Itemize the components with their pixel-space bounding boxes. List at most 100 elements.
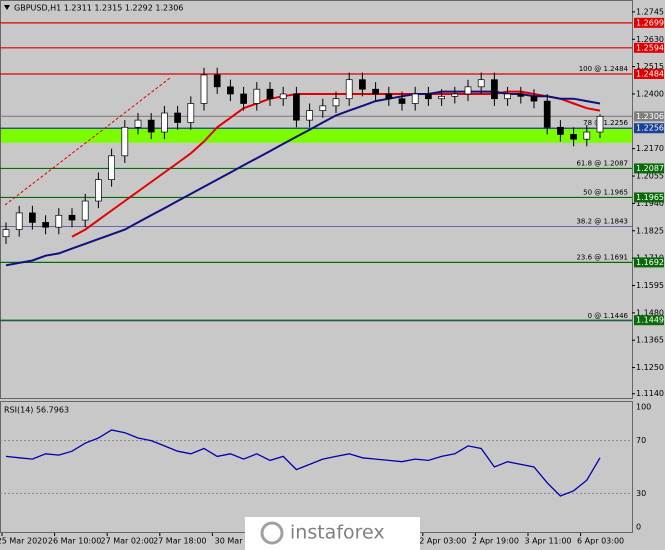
x-tick-label: 6 Apr 03:00 bbox=[577, 537, 624, 546]
price-label: 1.1692 bbox=[636, 258, 664, 267]
watermark-logo bbox=[260, 521, 284, 545]
price-box bbox=[634, 68, 664, 79]
candle-body bbox=[227, 86, 234, 95]
candle-body bbox=[570, 134, 577, 140]
candle-body bbox=[543, 100, 551, 128]
price-label: 1.2699 bbox=[636, 18, 664, 27]
candle-body bbox=[319, 105, 327, 111]
candle-body bbox=[187, 103, 195, 123]
y-tick-label: 1.2055 bbox=[636, 172, 664, 181]
rsi-tick-label: 0 bbox=[636, 523, 641, 532]
fib-label: 61.8 @ 1.2087 bbox=[576, 159, 628, 167]
price-box bbox=[634, 123, 664, 134]
fib-label: 50 @ 1.1965 bbox=[583, 188, 628, 196]
candle-body bbox=[279, 93, 287, 100]
candle-body bbox=[213, 74, 221, 88]
candle-body bbox=[359, 79, 366, 90]
rsi-title: RSI(14) 56.7963 bbox=[4, 406, 69, 415]
price-panel bbox=[0, 0, 633, 399]
candle-body bbox=[306, 110, 313, 121]
candle-body bbox=[530, 95, 538, 102]
candle-body bbox=[464, 86, 472, 95]
candle-body bbox=[55, 214, 63, 228]
x-tick-label: 27 Mar 02:00 bbox=[100, 537, 153, 546]
x-tick-label: 3 Apr 11:00 bbox=[524, 537, 571, 546]
x-tick-label: 27 Mar 18:00 bbox=[153, 537, 206, 546]
candle-body bbox=[398, 98, 406, 104]
x-tick-label: 25 Mar 2020 bbox=[0, 537, 47, 546]
y-tick-label: 1.1825 bbox=[636, 226, 664, 235]
fib-label: 38.2 @ 1.1843 bbox=[576, 217, 628, 225]
candle-body bbox=[121, 126, 129, 157]
x-tick-label: 2 Apr 19:00 bbox=[472, 537, 519, 546]
x-tick-label: 30 Mar 1 bbox=[215, 537, 250, 546]
candle-body bbox=[29, 212, 36, 223]
candle-body bbox=[477, 79, 485, 88]
title-arrow bbox=[4, 5, 10, 10]
candle-body bbox=[81, 200, 89, 221]
candle-body bbox=[411, 93, 419, 104]
support-zone bbox=[1, 128, 632, 143]
candle-body bbox=[68, 214, 76, 221]
y-tick-label: 1.1940 bbox=[636, 199, 664, 208]
candle-body bbox=[95, 179, 102, 202]
rsi-tick-label: 100 bbox=[636, 403, 651, 412]
moving-average bbox=[5, 90, 601, 267]
price-label: 1.1965 bbox=[636, 193, 664, 202]
candle-body bbox=[372, 88, 379, 95]
rsi-tick-label: 70 bbox=[636, 436, 646, 445]
y-tick-label: 1.2515 bbox=[636, 62, 664, 71]
y-tick-label: 1.1250 bbox=[636, 363, 664, 372]
candle-body bbox=[266, 88, 274, 100]
price-box bbox=[634, 257, 664, 268]
price-box bbox=[634, 315, 664, 326]
candle-body bbox=[385, 93, 393, 100]
candle-body bbox=[108, 155, 115, 180]
y-tick-label: 1.1365 bbox=[636, 336, 664, 345]
candle-body bbox=[134, 119, 142, 128]
candle-body bbox=[161, 112, 168, 133]
y-tick-label: 1.2630 bbox=[636, 35, 664, 44]
y-tick-label: 1.2745 bbox=[636, 7, 664, 16]
fib-label: 0 @ 1.1446 bbox=[588, 312, 629, 320]
candle-body bbox=[517, 93, 525, 97]
candle-body bbox=[2, 229, 10, 238]
candle-body bbox=[200, 74, 208, 104]
price-box bbox=[634, 17, 664, 28]
watermark-text: instaforex bbox=[290, 522, 385, 544]
candle-body bbox=[345, 79, 353, 100]
price-box bbox=[634, 192, 664, 203]
price-box bbox=[634, 111, 664, 122]
x-tick-label: 26 Mar 10:00 bbox=[48, 537, 101, 546]
y-tick-label: 1.2170 bbox=[636, 144, 664, 153]
fib-label: 78 @ 1.2256 bbox=[583, 119, 628, 127]
chart-title: GBPUSD,H1 1.2311 1.2315 1.2292 1.2306 bbox=[14, 4, 183, 13]
y-tick-label: 1.1480 bbox=[636, 308, 664, 317]
fib-label: 100 @ 1.2484 bbox=[579, 65, 629, 73]
y-tick-label: 1.1595 bbox=[636, 281, 664, 290]
candle-body bbox=[596, 115, 604, 133]
y-tick-label: 1.2400 bbox=[636, 89, 664, 98]
candle-body bbox=[240, 93, 247, 104]
price-label: 1.2594 bbox=[636, 43, 664, 52]
candle-body bbox=[425, 93, 432, 100]
price-label: 1.2484 bbox=[636, 69, 664, 78]
price-label: 1.2256 bbox=[636, 124, 664, 133]
rsi-line bbox=[5, 429, 601, 497]
watermark: instaforex bbox=[245, 517, 420, 550]
fib-label: 23.6 @ 1.1691 bbox=[576, 254, 628, 262]
candle-body bbox=[451, 93, 459, 97]
y-tick-label: 1.1140 bbox=[636, 389, 664, 398]
candle-body bbox=[42, 222, 49, 228]
candle-body bbox=[504, 93, 511, 100]
candle-body bbox=[583, 131, 591, 140]
candle-body bbox=[15, 212, 23, 230]
price-label: 1.2087 bbox=[636, 164, 664, 173]
price-box bbox=[634, 42, 664, 53]
candle-body bbox=[147, 119, 155, 133]
candle-body bbox=[174, 112, 181, 123]
candle-body bbox=[438, 95, 445, 100]
price-label: 1.1449 bbox=[636, 316, 664, 325]
